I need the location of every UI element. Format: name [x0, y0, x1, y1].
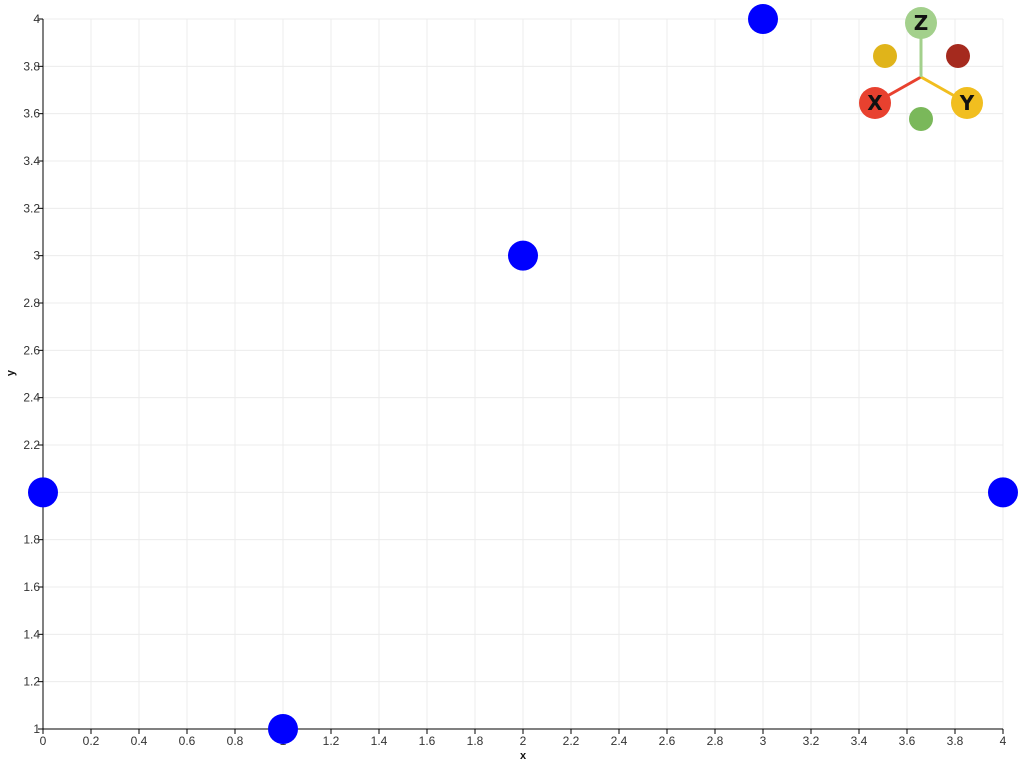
data-point — [988, 477, 1018, 508]
x-tick-label: 4 — [1000, 734, 1007, 748]
y-axis-letter: Y — [959, 91, 975, 115]
y-tick-labels: 11.21.41.61.822.22.42.62.833.23.43.63.84 — [23, 12, 43, 736]
y-tick-label: 1.4 — [23, 627, 40, 641]
y-tick-label: 4 — [33, 12, 40, 26]
y-tick-label: 2.4 — [23, 391, 40, 405]
x-axis-title: x — [520, 750, 527, 762]
x-tick-label: 1.2 — [323, 734, 340, 748]
orientation-axes-widget[interactable]: X Y Z — [859, 7, 983, 131]
y-tick-label: 1 — [33, 722, 40, 736]
y-tick-label: 1.2 — [23, 675, 40, 689]
y-axis-title: y — [5, 369, 17, 376]
y-tick-label: 1.8 — [23, 533, 40, 547]
data-point — [28, 477, 58, 508]
y-tick-label: 3.2 — [23, 201, 40, 215]
x-tick-label: 3.6 — [899, 734, 916, 748]
x-tick-label: 2 — [520, 734, 527, 748]
neg-z-marker[interactable] — [909, 107, 933, 131]
grid — [42, 18, 1004, 730]
y-tick-label: 2.8 — [23, 296, 40, 310]
data-points — [28, 4, 1018, 744]
y-tick-label: 3.4 — [23, 154, 40, 168]
x-tick-label: 1.6 — [419, 734, 436, 748]
x-tick-label: 0 — [40, 734, 47, 748]
y-tick-label: 3.8 — [23, 59, 40, 73]
x-tick-label: 0.6 — [179, 734, 196, 748]
x-tick-label: 1.8 — [467, 734, 484, 748]
data-point — [268, 714, 298, 744]
y-tick-label: 3 — [33, 249, 40, 263]
z-axis-letter: Z — [914, 11, 929, 35]
data-point — [508, 240, 538, 271]
x-tick-label: 3.8 — [947, 734, 964, 748]
y-axis-marker[interactable] — [951, 87, 983, 119]
x-tick-label: 3.4 — [851, 734, 868, 748]
x-tick-label: 3 — [760, 734, 767, 748]
x-tick-label: 2.2 — [563, 734, 580, 748]
y-tick-label: 2.2 — [23, 438, 40, 452]
z-axis-marker[interactable] — [905, 7, 937, 39]
y-tick-label: 1.6 — [23, 580, 40, 594]
data-point — [748, 4, 778, 34]
neg-x-marker[interactable] — [946, 44, 970, 68]
x-tick-label: 0.8 — [227, 734, 244, 748]
x-tick-label: 2.6 — [659, 734, 676, 748]
x-tick-label: 2.4 — [611, 734, 628, 748]
x-tick-label: 2.8 — [707, 734, 724, 748]
x-tick-label: 0.4 — [131, 734, 148, 748]
y-tick-label: 3.6 — [23, 107, 40, 121]
x-tick-label: 1.4 — [371, 734, 388, 748]
x-tick-label: 0.2 — [83, 734, 100, 748]
y-tick-label: 2.6 — [23, 343, 40, 357]
x-tick-labels: 00.20.40.60.811.21.41.61.822.22.42.62.83… — [40, 729, 1007, 748]
x-axis-letter: X — [867, 91, 883, 115]
x-tick-label: 3.2 — [803, 734, 820, 748]
x-axis-marker[interactable] — [859, 87, 891, 119]
neg-y-marker[interactable] — [873, 44, 897, 68]
